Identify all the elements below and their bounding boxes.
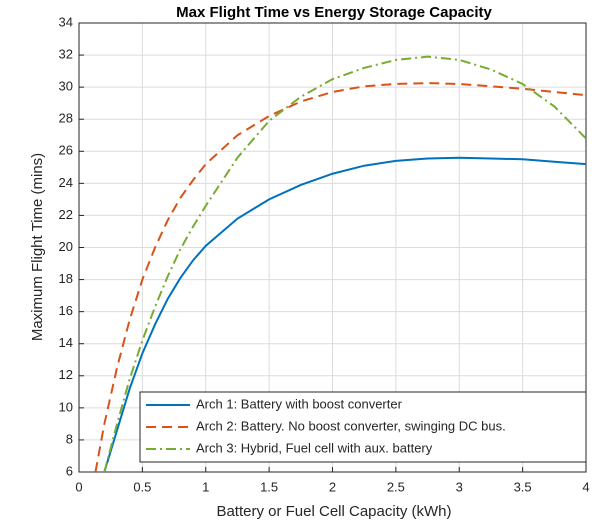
legend-label: Arch 3: Hybrid, Fuel cell with aux. batt… <box>196 440 433 455</box>
y-tick-label: 30 <box>59 79 73 94</box>
y-tick-label: 26 <box>59 143 73 158</box>
y-tick-label: 12 <box>59 367 73 382</box>
x-axis-label: Battery or Fuel Cell Capacity (kWh) <box>216 503 451 520</box>
legend-label: Arch 2: Battery. No boost converter, swi… <box>196 418 506 433</box>
series-line <box>103 156 586 472</box>
plot-frame <box>78 22 587 473</box>
y-tick-label: 10 <box>59 399 73 414</box>
x-tick-label: 0 <box>75 479 82 494</box>
x-tick-label: 2.5 <box>387 479 405 494</box>
x-tick-label: 2 <box>329 479 336 494</box>
x-tick-label: 3.5 <box>514 479 532 494</box>
x-tick-label: 1.5 <box>260 479 278 494</box>
y-tick-label: 34 <box>59 14 73 29</box>
series-line <box>103 55 586 472</box>
y-tick-label: 18 <box>59 271 73 286</box>
y-tick-label: 22 <box>59 207 73 222</box>
x-tick-label: 3 <box>456 479 463 494</box>
y-tick-label: 24 <box>59 175 73 190</box>
y-tick-label: 6 <box>66 463 73 478</box>
y-tick-label: 8 <box>66 431 73 446</box>
series-line <box>94 82 586 472</box>
legend-box <box>139 391 587 463</box>
chart-title: Max Flight Time vs Energy Storage Capaci… <box>176 4 492 21</box>
y-tick-label: 14 <box>59 335 73 350</box>
plot-area <box>94 55 586 472</box>
x-tick-label: 1 <box>202 479 209 494</box>
y-tick-label: 16 <box>59 303 73 318</box>
x-tick-label: 0.5 <box>133 479 151 494</box>
y-tick-label: 20 <box>59 239 73 254</box>
y-axis-label: Maximum Flight Time (mins) <box>29 153 46 341</box>
y-tick-label: 28 <box>59 111 73 126</box>
y-tick-label: 32 <box>59 47 73 62</box>
x-tick-label: 4 <box>582 479 589 494</box>
legend-label: Arch 1: Battery with boost converter <box>196 396 403 411</box>
